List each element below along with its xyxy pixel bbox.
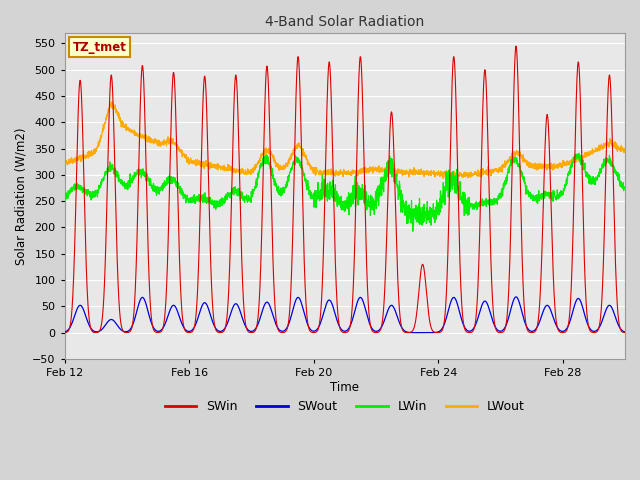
X-axis label: Time: Time: [330, 381, 359, 394]
Title: 4-Band Solar Radiation: 4-Band Solar Radiation: [265, 15, 424, 29]
Legend: SWin, SWout, LWin, LWout: SWin, SWout, LWin, LWout: [160, 395, 530, 418]
Y-axis label: Solar Radiation (W/m2): Solar Radiation (W/m2): [15, 127, 28, 264]
Text: TZ_tmet: TZ_tmet: [73, 41, 127, 54]
